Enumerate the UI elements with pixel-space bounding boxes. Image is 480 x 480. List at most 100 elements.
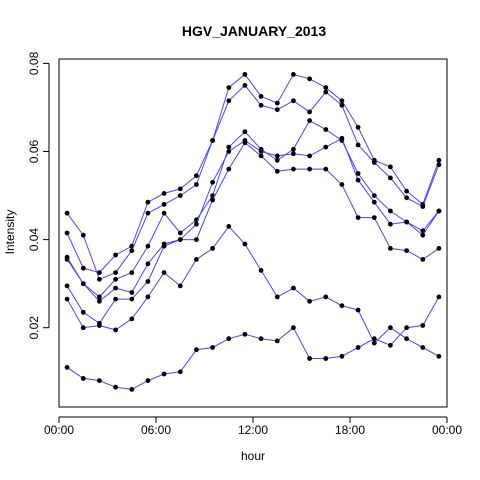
- data-point: [177, 230, 183, 236]
- data-point: [420, 257, 426, 262]
- x-tick-label: 18:00: [335, 423, 365, 437]
- data-point: [80, 265, 86, 271]
- data-point: [161, 243, 167, 249]
- data-point: [371, 160, 377, 165]
- data-point: [226, 149, 232, 154]
- data-point: [145, 378, 151, 383]
- series-line: [66, 120, 440, 298]
- data-point: [177, 283, 183, 289]
- data-point: [323, 166, 329, 172]
- data-point: [64, 210, 70, 216]
- data-point: [64, 230, 70, 236]
- data-point: [291, 146, 296, 152]
- data-point: [210, 179, 216, 185]
- data-point: [129, 270, 135, 275]
- data-point: [242, 72, 248, 77]
- data-point: [291, 72, 296, 77]
- series-7: [64, 294, 442, 392]
- data-point: [113, 296, 118, 302]
- data-point: [307, 356, 312, 361]
- data-point: [226, 98, 232, 104]
- data-point: [274, 107, 280, 113]
- data-point: [436, 294, 442, 300]
- data-point: [80, 376, 86, 381]
- data-point: [339, 102, 345, 108]
- data-point: [177, 237, 183, 243]
- data-point: [145, 279, 151, 284]
- data-point: [64, 254, 70, 260]
- data-point: [194, 182, 199, 187]
- data-point: [258, 149, 264, 154]
- series-6: [64, 224, 442, 359]
- series-line: [66, 84, 440, 280]
- data-point: [194, 221, 199, 227]
- data-point: [129, 248, 135, 254]
- data-point: [339, 182, 345, 187]
- axes: 00:00 06:00 12:00 18:00 00:00 0.02 0.04 0.06 0.0…: [27, 51, 462, 437]
- data-point: [388, 221, 393, 227]
- data-point: [371, 199, 377, 205]
- series-line: [66, 73, 440, 274]
- y-tick-label: 0.08: [27, 51, 41, 75]
- data-point: [388, 175, 393, 181]
- data-point: [371, 336, 377, 342]
- data-point: [194, 237, 199, 243]
- data-point: [339, 303, 345, 309]
- series-layer: [64, 72, 442, 392]
- data-point: [161, 210, 167, 216]
- data-point: [388, 342, 393, 348]
- data-point: [226, 144, 232, 150]
- data-point: [258, 102, 264, 108]
- data-point: [161, 191, 167, 196]
- data-point: [371, 193, 377, 199]
- data-point: [226, 85, 232, 90]
- data-point: [145, 210, 151, 216]
- data-point: [436, 353, 442, 359]
- data-point: [194, 347, 199, 353]
- data-point: [371, 215, 377, 221]
- data-point: [371, 340, 377, 346]
- data-point: [274, 153, 280, 159]
- data-point: [177, 186, 183, 192]
- data-point: [194, 173, 199, 179]
- data-point: [242, 241, 248, 247]
- data-point: [323, 85, 329, 90]
- data-point: [307, 118, 312, 124]
- data-point: [291, 285, 296, 291]
- data-point: [129, 316, 135, 322]
- data-point: [242, 129, 248, 135]
- data-point: [323, 294, 329, 300]
- data-point: [129, 387, 135, 392]
- data-point: [258, 268, 264, 273]
- data-point: [210, 138, 216, 143]
- data-point: [307, 76, 312, 82]
- data-point: [404, 188, 409, 194]
- data-point: [145, 294, 151, 300]
- series-line: [66, 296, 440, 390]
- data-point: [80, 232, 86, 238]
- data-point: [420, 228, 426, 234]
- data-point: [404, 248, 409, 254]
- data-point: [307, 298, 312, 304]
- data-point: [404, 325, 409, 331]
- data-point: [436, 246, 442, 251]
- series-3: [64, 118, 442, 300]
- data-point: [226, 166, 232, 172]
- data-point: [210, 246, 216, 251]
- data-point: [307, 109, 312, 115]
- data-point: [388, 325, 393, 331]
- data-point: [161, 202, 167, 207]
- data-point: [388, 208, 393, 214]
- data-point: [113, 270, 118, 275]
- series-2: [64, 83, 442, 282]
- data-point: [274, 294, 280, 300]
- data-point: [436, 208, 442, 214]
- data-point: [274, 100, 280, 106]
- data-point: [145, 243, 151, 249]
- data-point: [210, 345, 216, 350]
- data-point: [291, 166, 296, 172]
- data-point: [113, 285, 118, 291]
- plot-frame: [58, 58, 448, 408]
- data-point: [274, 157, 280, 163]
